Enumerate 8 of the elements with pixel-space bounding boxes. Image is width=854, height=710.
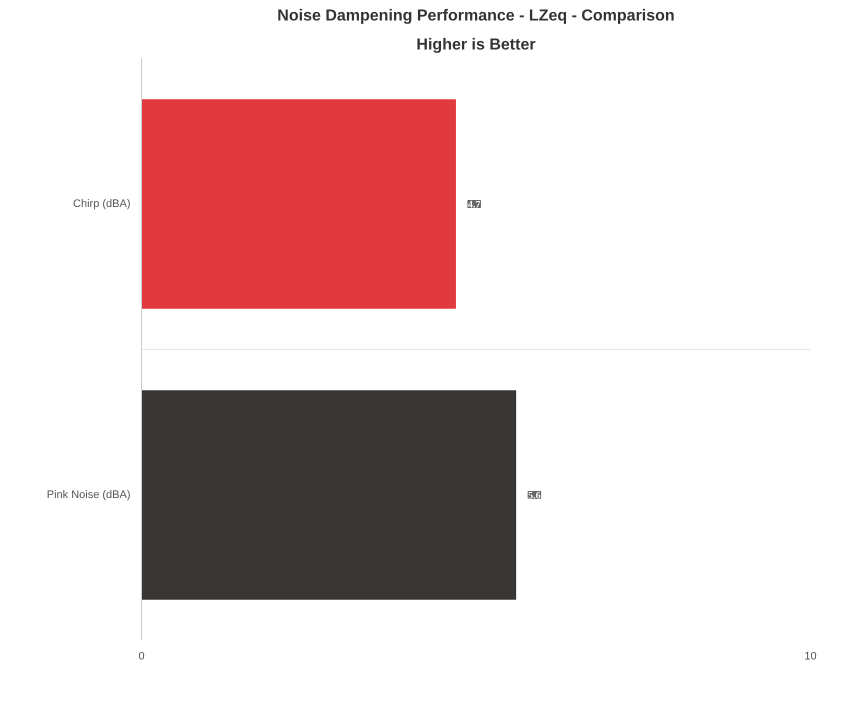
data-label: 5.6	[528, 490, 541, 502]
data-label: 4.7	[468, 200, 480, 210]
y-tick-label: Chirp (dBA)	[73, 198, 131, 210]
y-tick-label: Pink Noise (dBA)	[46, 489, 131, 501]
chart-title: Noise Dampening Performance - LZeq - Comparison	[277, 8, 675, 24]
chart-subtitle: Higher is Better	[416, 36, 536, 54]
x-tick-label: 10	[804, 650, 817, 662]
x-tick-label: 0	[138, 650, 145, 662]
